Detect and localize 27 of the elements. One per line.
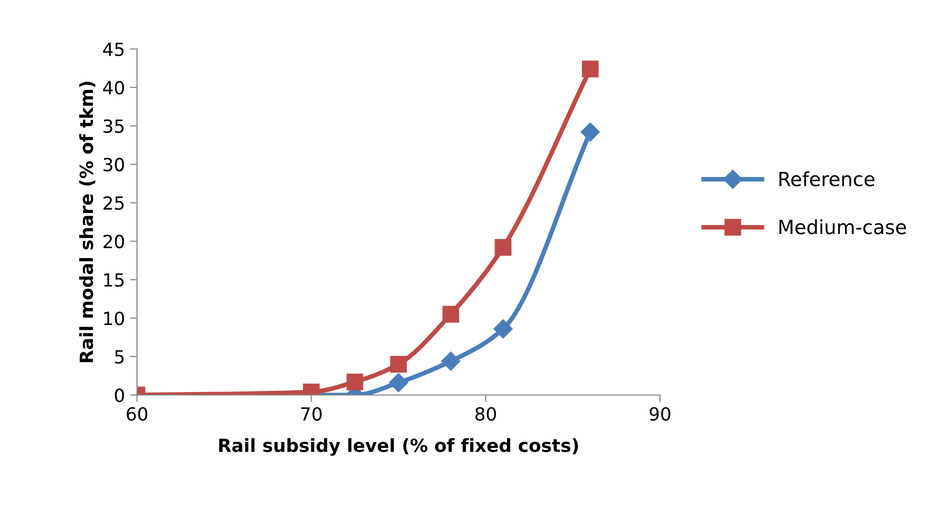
y-tick-label: 20 — [104, 234, 124, 248]
point — [494, 319, 513, 338]
y-tick-label: 15 — [104, 273, 124, 287]
point — [390, 356, 407, 373]
legend-label: Reference — [779, 171, 874, 186]
y-tick-label: 25 — [104, 196, 124, 210]
y-tick-label: 35 — [104, 119, 124, 134]
legend-label: Medium-case — [779, 219, 906, 234]
x-tick-label: 60 — [126, 407, 148, 421]
point — [442, 306, 460, 323]
y-tick-label: 0 — [114, 388, 124, 402]
point — [388, 373, 408, 392]
x-tick-label: 80 — [475, 407, 496, 421]
y-tick-label: 45 — [103, 42, 124, 56]
y-tick-label: 40 — [103, 80, 124, 95]
point — [346, 374, 364, 390]
y-tick-label: 5 — [115, 350, 124, 364]
point — [441, 352, 460, 371]
point — [582, 60, 599, 78]
x-tick-label: 90 — [650, 407, 670, 421]
y-tick-label: 30 — [104, 158, 124, 172]
point — [580, 122, 600, 142]
x-axis-title: Rail subsidy level (% of fixed costs) — [219, 438, 578, 456]
y-axis-title: Rail modal share (% of tkm) — [79, 82, 96, 362]
point — [494, 239, 512, 256]
y-tick-label: 10 — [104, 312, 124, 326]
x-tick-label: 70 — [301, 407, 322, 421]
